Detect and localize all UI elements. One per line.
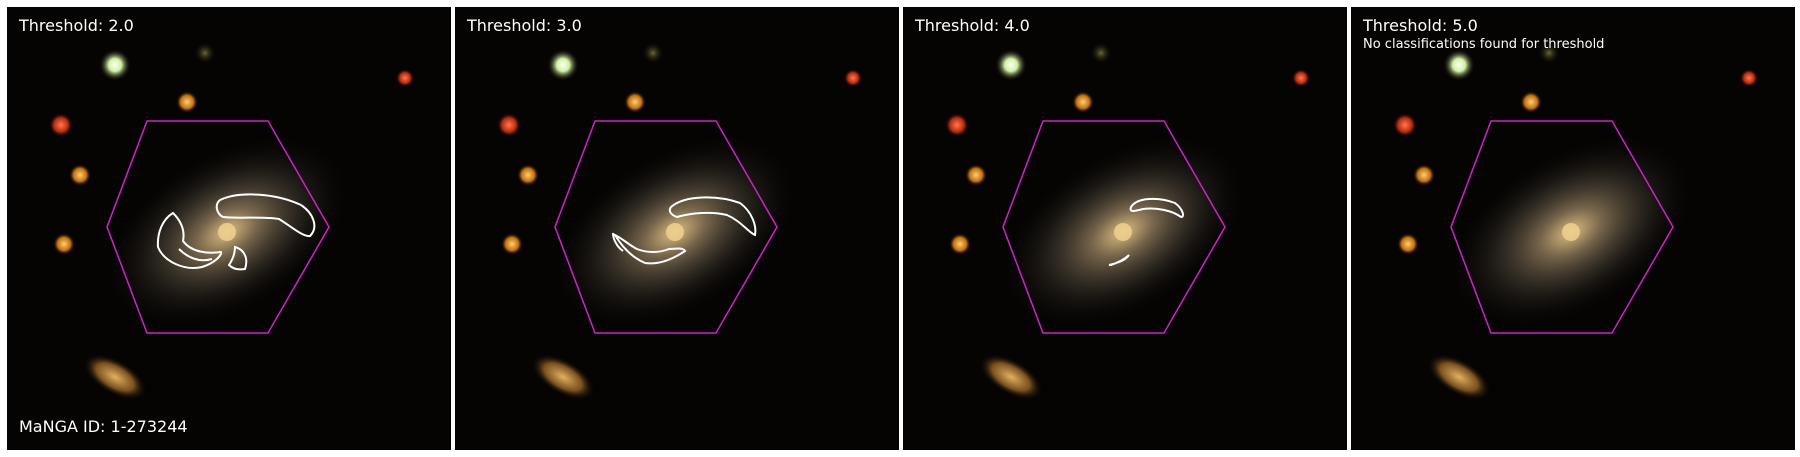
hexagon-outline [554,120,778,334]
contour [612,232,687,265]
no-classifications-note: No classifications found for threshold [1363,37,1605,52]
galaxy-image [455,7,899,450]
hexagon-outline [106,120,330,334]
threshold-label: Threshold: 5.0 [1363,16,1478,35]
contour [156,211,223,269]
contour [1108,254,1130,266]
galaxy-image [7,7,451,450]
image-panel-threshold-3: Threshold: 3.0 [455,7,899,450]
image-panel-threshold-4: Threshold: 4.0 [903,7,1347,450]
threshold-label: Threshold: 2.0 [19,16,134,35]
contour [227,245,248,271]
contour [215,193,316,238]
manga-id-label: MaNGA ID: 1-273244 [19,417,188,436]
hexagon-outline [1450,120,1674,334]
image-panel-threshold-2: Threshold: 2.0 MaNGA ID: 1-273244 [7,7,451,450]
contour [668,196,757,237]
threshold-label: Threshold: 3.0 [467,16,582,35]
galaxy-image [1351,7,1795,450]
contour [178,248,213,262]
galaxy-image [903,7,1347,450]
threshold-label: Threshold: 4.0 [915,16,1030,35]
contour [1129,197,1184,219]
hexagon-outline [1002,120,1226,334]
image-panel-threshold-5: Threshold: 5.0 No classifications found … [1351,7,1795,450]
contour [612,232,624,252]
